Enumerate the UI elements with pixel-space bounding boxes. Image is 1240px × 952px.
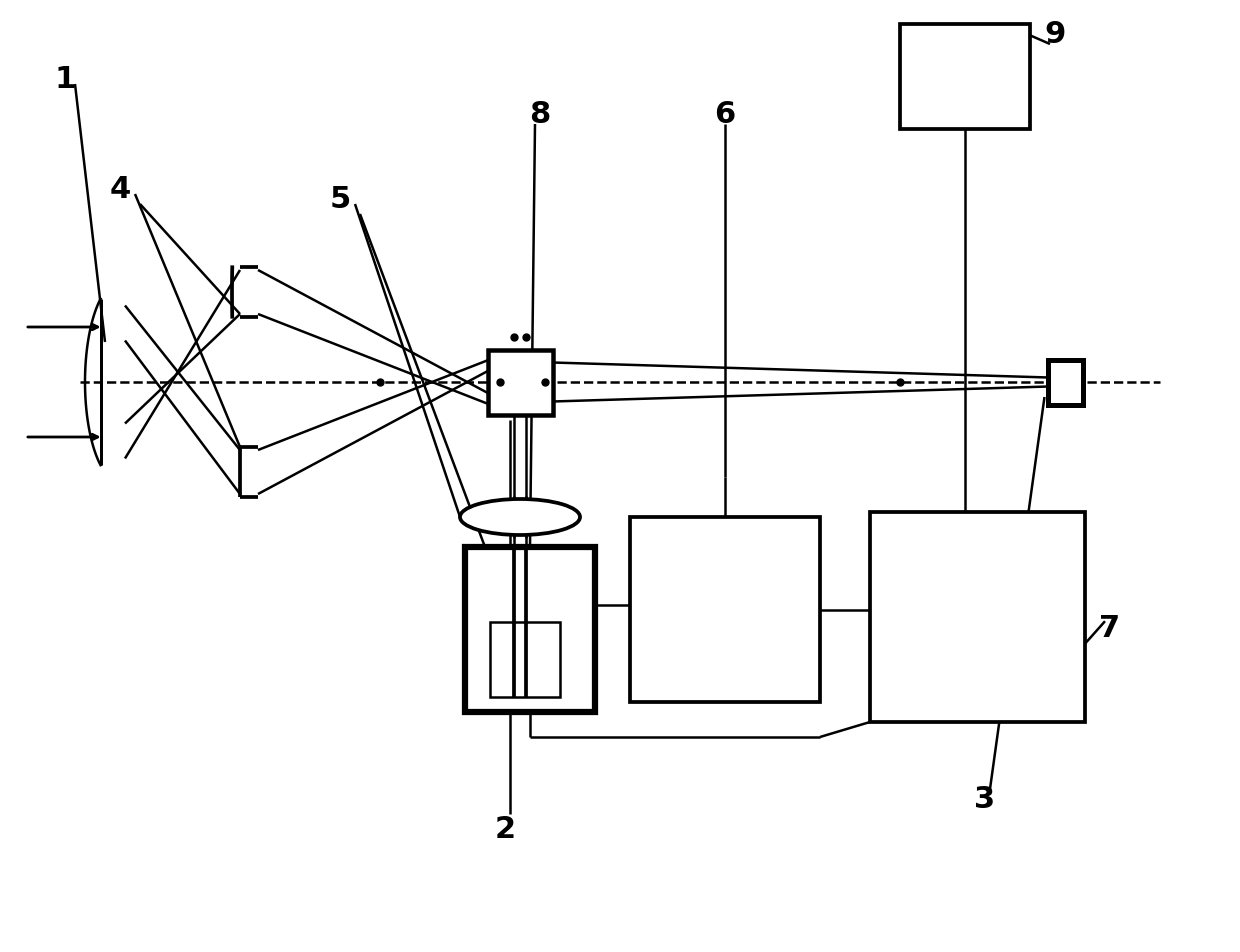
Text: 9: 9 [1044, 21, 1065, 50]
Text: 4: 4 [109, 175, 130, 205]
Text: 3: 3 [975, 784, 996, 814]
Ellipse shape [460, 500, 580, 535]
Text: 7: 7 [1100, 613, 1121, 643]
Text: 8: 8 [529, 100, 551, 129]
Bar [490, 623, 560, 697]
Bar [465, 547, 595, 712]
Bar [630, 518, 820, 703]
Text: 2: 2 [495, 815, 516, 843]
Text: 1: 1 [55, 66, 76, 94]
Text: 6: 6 [714, 100, 735, 129]
Bar [870, 512, 1085, 723]
Bar [487, 350, 553, 415]
Bar [900, 25, 1030, 129]
Bar [1048, 360, 1083, 405]
Text: 5: 5 [330, 186, 351, 214]
